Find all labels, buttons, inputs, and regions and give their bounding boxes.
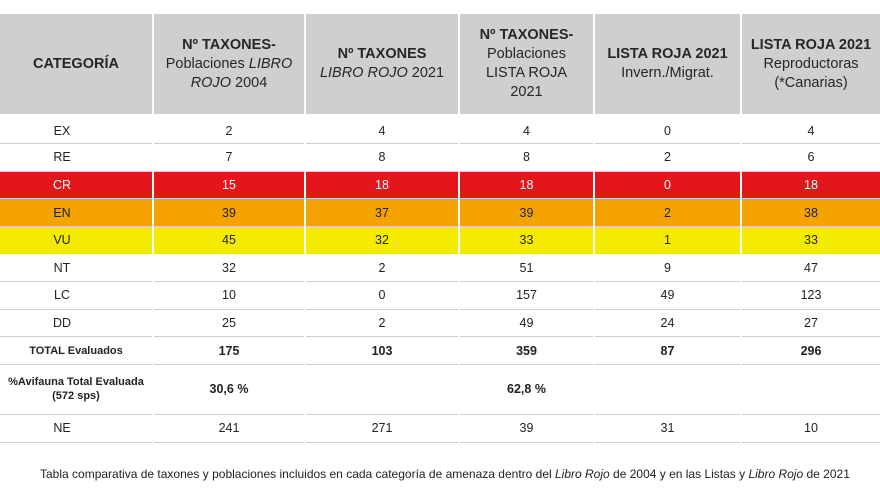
value-cell: 0 [594,171,742,199]
value-cell: 241 [153,414,306,443]
value-cell: 49 [594,281,742,310]
header-lista-roja-invernantes: LISTA ROJA 2021 Invern./Migrat. [594,14,742,118]
category-cell: CR [0,171,154,199]
value-cell: 4 [459,116,595,144]
value-cell: 4 [305,116,460,144]
header-row: CATEGORÍA Nº TAXONES- Poblaciones LIBRO … [0,14,880,118]
table-row-nt: NT 32 2 51 9 47 [0,253,880,282]
table-row-lc: LC 10 0 157 49 123 [0,281,880,310]
category-cell: NT [0,253,154,282]
value-cell [594,364,742,415]
value-cell: 24 [594,309,742,337]
value-cell: 18 [804,177,818,192]
table-row-avifauna: %Avifauna Total Evaluada (572 sps) 30,6 %… [0,364,880,415]
value-cell: 51 [459,253,595,282]
red-list-comparison-table: CATEGORÍA Nº TAXONES- Poblaciones LIBRO … [0,14,880,443]
value-cell: 2 [594,198,742,227]
value-cell: 123 [800,288,822,303]
table-row-total: TOTAL Evaluados 175 103 359 87 296 [0,336,880,365]
value-cell: 32 [153,253,306,282]
header-taxones-lista-roja-2021: Nº TAXONES- Poblaciones LISTA ROJA 2021 [459,14,595,118]
value-cell: 15 [153,171,306,199]
value-cell: 157 [459,281,595,310]
value-cell [305,364,460,415]
category-cell: EN [0,198,154,227]
value-cell: 25 [153,309,306,337]
value-cell: 27 [804,315,818,330]
value-cell: 2 [305,253,460,282]
value-cell: 49 [459,309,595,337]
value-cell: 47 [804,260,818,275]
category-cell: RE [0,143,154,172]
header-lista-roja-reproductoras: LISTA ROJA 2021 Reproductoras (*Canarias… [741,14,880,118]
value-cell: 10 [153,281,306,310]
value-cell [741,364,880,414]
table-caption: Tabla comparativa de taxones y poblacion… [40,467,850,481]
value-cell: 2 [594,143,742,172]
header-taxones-libro-rojo-2004: Nº TAXONES- Poblaciones LIBRO ROJO 2004 [153,14,306,118]
value-cell: 37 [305,198,460,227]
value-cell: 39 [459,414,595,443]
value-cell: 10 [804,421,818,436]
value-cell: 296 [800,343,822,358]
category-cell: VU [0,226,154,254]
table-row-ex: EX 2 4 4 0 4 [0,116,880,144]
value-cell: 31 [594,414,742,443]
category-cell: LC [0,281,154,310]
value-cell: 33 [459,226,595,254]
value-cell: 8 [459,143,595,172]
value-cell: 87 [594,336,742,365]
value-cell: 1 [594,226,742,254]
value-cell: 62,8 % [459,364,595,415]
value-cell: 39 [153,198,306,227]
table-row-cr: CR 15 18 18 0 18 [0,171,880,199]
category-cell: %Avifauna Total Evaluada (572 sps) [0,364,154,415]
value-cell: 45 [153,226,306,254]
header-categoria: CATEGORÍA [0,14,154,118]
value-cell: 7 [153,143,306,172]
value-cell: 2 [153,116,306,144]
category-cell: TOTAL Evaluados [0,336,154,365]
table-row-en: EN 39 37 39 2 38 [0,198,880,227]
value-cell: 4 [807,123,815,138]
value-cell: 0 [594,116,742,144]
value-cell: 30,6 % [153,364,306,415]
value-cell: 359 [459,336,595,365]
header-taxones-libro-rojo-2021: Nº TAXONES LIBRO ROJO 2021 [305,14,460,118]
category-cell: NE [0,414,154,443]
value-cell: 8 [305,143,460,172]
value-cell: 18 [305,171,460,199]
value-cell: 2 [305,309,460,337]
category-cell: EX [0,116,154,144]
table-row-ne: NE 241 271 39 31 10 [0,414,880,443]
value-cell: 0 [305,281,460,310]
value-cell: 271 [305,414,460,443]
table-row-dd: DD 25 2 49 24 27 [0,309,880,337]
value-cell: 175 [153,336,306,365]
category-cell: DD [0,309,154,337]
table-row-vu: VU 45 32 33 1 33 [0,226,880,254]
value-cell: 38 [804,205,818,220]
value-cell: 32 [305,226,460,254]
value-cell: 18 [459,171,595,199]
value-cell: 33 [804,233,818,248]
value-cell: 103 [305,336,460,365]
value-cell: 6 [807,150,815,165]
table-row-re: RE 7 8 8 2 6 [0,143,880,172]
value-cell: 9 [594,253,742,282]
value-cell: 39 [459,198,595,227]
